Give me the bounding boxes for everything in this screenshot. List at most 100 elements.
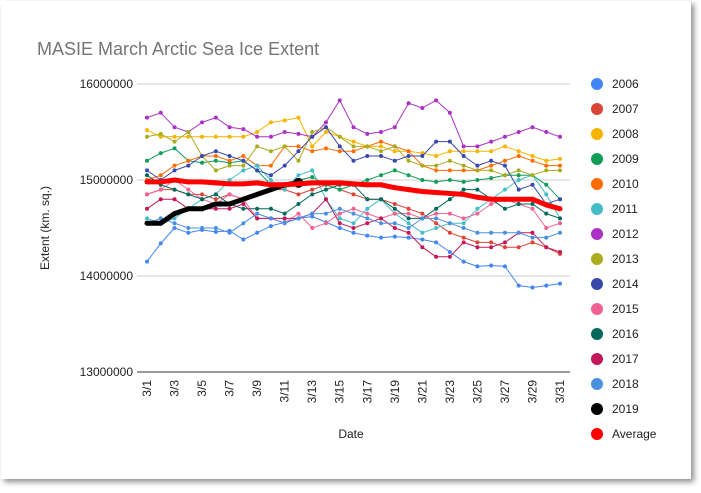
data-point [406,173,411,178]
data-point [351,158,356,163]
data-point [323,180,329,186]
data-point [557,206,563,212]
data-point [295,181,301,187]
data-point [379,197,384,202]
data-point [310,192,315,197]
data-point [158,151,163,156]
data-point [516,196,522,202]
data-point [544,245,549,250]
x-tick-label: 3/31 [553,380,567,404]
x-tick-label: 3/29 [525,380,539,404]
data-point [172,139,177,144]
data-point [296,173,301,178]
data-point [241,168,246,173]
data-point [365,144,370,149]
data-point [461,187,466,192]
data-point [172,134,177,139]
data-point [213,192,218,197]
data-point [158,187,163,192]
data-point [172,226,177,230]
data-point [558,197,562,202]
data-point [241,158,246,163]
data-point [392,158,397,163]
data-point [309,180,315,186]
chart-title: MASIE March Arctic Sea Ice Extent [37,39,319,59]
legend-swatch [591,128,603,140]
data-point [337,144,342,149]
data-point [310,187,315,192]
data-point [530,182,535,187]
data-point [227,158,232,163]
data-point [447,221,452,226]
data-point [323,130,328,134]
data-point [530,158,535,163]
legend-swatch [591,328,603,340]
legend-label: 2018 [612,377,639,391]
data-point [475,245,480,250]
data-point [406,158,411,163]
data-point [461,144,466,149]
legend-swatch [591,78,603,90]
data-point [365,197,370,202]
data-point [296,202,301,206]
data-point [213,158,218,163]
data-point [502,230,507,235]
data-point [268,149,273,154]
data-point [516,178,521,182]
data-point [461,163,466,168]
data-point [296,131,301,136]
data-point [172,177,178,183]
data-point [475,187,480,192]
data-point [255,168,260,173]
data-point [558,163,562,168]
data-point [310,214,315,219]
data-point [489,163,494,168]
data-point [213,149,218,154]
data-point [144,220,150,226]
data-point [268,206,273,211]
data-point [323,120,328,125]
legend-label: 2007 [612,102,639,116]
data-point [558,216,562,221]
data-point [392,144,397,149]
data-point [392,234,397,239]
data-point [489,176,494,181]
data-point [447,178,452,182]
data-point [241,163,246,168]
data-point [172,216,177,221]
data-point [379,154,384,158]
legend-label: 2008 [612,127,639,141]
data-point [475,144,480,149]
data-point [434,154,439,158]
data-point [461,221,466,226]
data-point [475,149,480,154]
x-tick-label: 3/25 [470,380,484,404]
data-point [158,134,163,139]
data-point [502,134,507,139]
data-point [227,192,232,197]
data-point [544,226,549,230]
data-point [310,144,315,149]
data-point [406,149,411,154]
legend-swatch [591,353,603,365]
data-point [351,144,356,149]
data-point [392,149,397,154]
legend-swatch [591,278,603,290]
data-point [213,154,218,158]
x-tick-label: 3/27 [498,380,512,404]
data-point [420,151,425,156]
data-point [255,216,260,221]
card [1,1,691,479]
data-point [379,216,384,221]
data-point [227,125,232,130]
data-point [461,179,466,184]
data-point [351,221,356,226]
data-point [200,134,205,139]
data-point [227,181,233,187]
data-point [558,156,562,161]
data-point [558,221,562,226]
data-point [461,259,466,264]
data-point [172,146,177,151]
data-point [530,154,535,158]
data-point [282,118,287,123]
